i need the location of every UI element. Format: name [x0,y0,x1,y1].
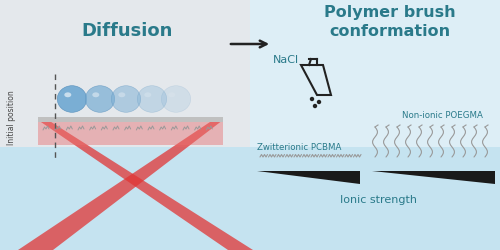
Text: Diffusion: Diffusion [82,22,172,40]
Ellipse shape [118,93,126,98]
Ellipse shape [168,93,175,98]
Text: Zwitterionic PCBMA: Zwitterionic PCBMA [257,142,342,152]
Ellipse shape [64,93,71,98]
Text: Ionic strength: Ionic strength [340,194,416,204]
FancyBboxPatch shape [0,0,250,250]
Ellipse shape [86,86,114,113]
Circle shape [313,104,317,109]
Ellipse shape [144,93,152,98]
Ellipse shape [112,86,140,113]
Ellipse shape [138,86,166,113]
Circle shape [310,98,314,102]
Polygon shape [372,171,495,184]
Text: Polymer brush
conformation: Polymer brush conformation [324,5,456,38]
Polygon shape [18,120,223,250]
Circle shape [317,100,321,105]
FancyBboxPatch shape [250,0,500,250]
Ellipse shape [58,86,86,113]
FancyBboxPatch shape [38,120,223,146]
Ellipse shape [162,86,190,113]
Text: Non-ionic POEGMA: Non-ionic POEGMA [402,110,483,120]
Ellipse shape [92,93,100,98]
Text: Initial position: Initial position [8,90,16,145]
Polygon shape [38,120,253,250]
Polygon shape [257,171,360,184]
FancyBboxPatch shape [38,118,223,122]
Text: NaCl: NaCl [273,55,299,65]
FancyBboxPatch shape [0,148,500,250]
